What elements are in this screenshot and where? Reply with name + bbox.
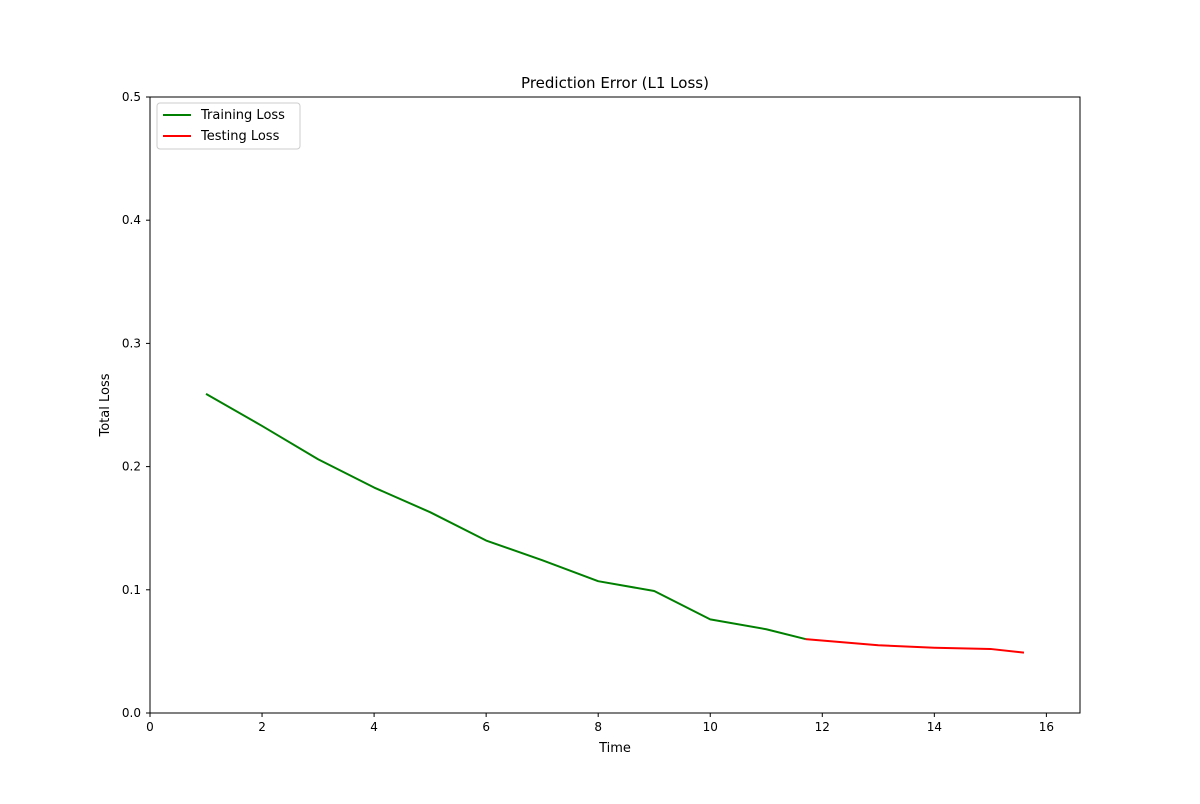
- y-tick-label: 0.5: [122, 90, 141, 104]
- plot-frame: [149, 96, 1081, 714]
- legend-label-testing-loss: Testing Loss: [200, 129, 280, 144]
- legend-box: [156, 102, 301, 150]
- y-axis-label: Total Loss: [98, 373, 113, 437]
- series-line-testing-loss: [805, 638, 1025, 654]
- x-tick-label: 12: [815, 720, 830, 734]
- series-line-training-loss: [205, 393, 806, 641]
- y-tick-label: 0.3: [122, 336, 141, 350]
- x-tick-label: 16: [1039, 720, 1054, 734]
- series-lines: [205, 393, 1025, 654]
- y-tick-label: 0.2: [122, 460, 141, 474]
- axis-ticks: 0 2 4 6 8 10 12 14 16 0.0 0.1 0.2 0.3 0.4 0.5: [122, 90, 1054, 734]
- x-tick-label: 10: [703, 720, 718, 734]
- x-tick-label: 8: [594, 720, 602, 734]
- y-tick-label: 0.4: [122, 213, 141, 227]
- legend-label-training-loss: Training Loss: [200, 108, 285, 123]
- x-tick-label: 4: [370, 720, 378, 734]
- legend: Training Loss Testing Loss: [156, 102, 301, 150]
- x-tick-label: 6: [482, 720, 490, 734]
- x-tick-label: 14: [927, 720, 942, 734]
- y-tick-label: 0.1: [122, 583, 141, 597]
- x-axis-label: Time: [598, 741, 631, 756]
- x-tick-label: 2: [258, 720, 266, 734]
- x-tick-label: 0: [146, 720, 154, 734]
- chart-title: Prediction Error (L1 Loss): [521, 74, 709, 92]
- y-tick-label: 0.0: [122, 706, 141, 720]
